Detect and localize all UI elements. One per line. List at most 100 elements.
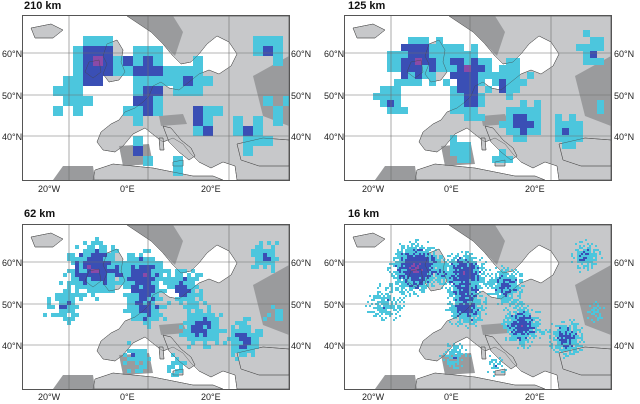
precip-cell	[83, 277, 87, 281]
precip-cell	[465, 291, 467, 293]
precip-cell	[79, 253, 83, 257]
precip-cell	[457, 321, 459, 323]
precip-cell	[513, 307, 515, 309]
precip-cell	[433, 253, 435, 255]
precip-cell	[393, 259, 395, 261]
precip-cell	[255, 253, 259, 257]
precip-cell	[569, 351, 571, 353]
precip-cell	[507, 309, 509, 311]
precip-cell	[593, 249, 595, 251]
precip-cell	[453, 275, 455, 277]
precip-cell	[450, 142, 457, 149]
precip-cell	[475, 289, 477, 291]
precip-cell	[103, 269, 107, 273]
precip-cell	[433, 259, 435, 261]
precip-cell	[422, 58, 429, 65]
precip-cell	[267, 257, 271, 261]
precip-cell	[555, 135, 562, 142]
precip-cell	[401, 245, 403, 247]
precip-cell	[407, 281, 409, 283]
precip-cell	[445, 355, 447, 357]
precip-cell	[191, 317, 195, 321]
precip-cell	[473, 299, 475, 301]
precip-cell	[515, 337, 517, 339]
precip-cell	[421, 291, 423, 293]
precip-cell	[163, 269, 167, 273]
precip-cell	[415, 275, 417, 277]
precip-cell	[437, 265, 439, 267]
precip-cell	[451, 323, 453, 325]
precip-cell	[511, 275, 513, 277]
precip-cell	[459, 351, 461, 353]
precip-cell	[417, 245, 419, 247]
precip-cell	[473, 309, 475, 311]
precip-cell	[453, 279, 455, 281]
precip-cell	[475, 281, 477, 283]
precip-cell	[577, 267, 579, 269]
precip-cell	[179, 333, 183, 337]
precip-cell	[501, 273, 503, 275]
precip-cell	[415, 247, 417, 249]
precip-cell	[485, 86, 492, 93]
precip-cell	[585, 251, 587, 253]
precip-cell	[459, 349, 461, 351]
precip-cell	[59, 281, 63, 285]
precip-cell	[475, 287, 477, 289]
precip-cell	[397, 263, 399, 265]
precip-cell	[467, 291, 469, 293]
precip-cell	[495, 273, 497, 275]
precip-cell	[195, 301, 199, 305]
precip-cell	[505, 275, 507, 277]
precip-cell	[87, 265, 91, 269]
precip-cell	[111, 265, 115, 269]
precip-cell	[457, 325, 459, 327]
precip-cell	[525, 335, 527, 337]
precip-cell	[583, 51, 590, 58]
precip-cell	[467, 301, 469, 303]
precip-cell	[475, 309, 477, 311]
precip-cell	[563, 329, 565, 331]
precip-cell	[419, 283, 421, 285]
precip-cell	[203, 76, 213, 86]
precip-cell	[255, 265, 259, 269]
precip-cell	[513, 291, 515, 293]
precip-cell	[595, 263, 597, 265]
precip-cell	[593, 263, 595, 265]
precip-cell	[179, 281, 183, 285]
precip-cell	[491, 359, 493, 361]
precip-cell	[441, 277, 443, 279]
precip-cell	[479, 317, 481, 319]
precip-cell	[415, 293, 417, 295]
precip-cell	[523, 313, 525, 315]
precip-cell	[407, 279, 409, 281]
precip-cell	[95, 289, 99, 293]
precip-cell	[467, 295, 469, 297]
precip-cell	[506, 86, 513, 93]
precip-cell	[513, 331, 515, 333]
precip-cell	[431, 255, 433, 257]
precip-cell	[75, 273, 79, 277]
precip-cell	[395, 257, 397, 259]
precip-cell	[557, 333, 559, 335]
precip-cell	[587, 311, 589, 313]
precip-cell	[377, 313, 379, 315]
precip-cell	[565, 329, 567, 331]
precip-cell	[577, 255, 579, 257]
precip-cell	[439, 355, 441, 357]
precip-cell	[263, 317, 267, 321]
precip-cell	[565, 355, 567, 357]
precip-cell	[417, 273, 419, 275]
precip-cell	[583, 30, 590, 37]
precip-cell	[457, 107, 464, 114]
precip-cell	[465, 269, 467, 271]
precip-cell	[473, 321, 475, 323]
precip-cell	[459, 259, 461, 261]
precip-cell	[413, 267, 415, 269]
precip-cell	[589, 247, 591, 249]
precip-cell	[576, 44, 583, 51]
precip-cell	[519, 339, 521, 341]
precip-cell	[151, 269, 155, 273]
precip-cell	[593, 307, 595, 309]
precip-cell	[437, 271, 439, 273]
precip-cell	[79, 285, 83, 289]
